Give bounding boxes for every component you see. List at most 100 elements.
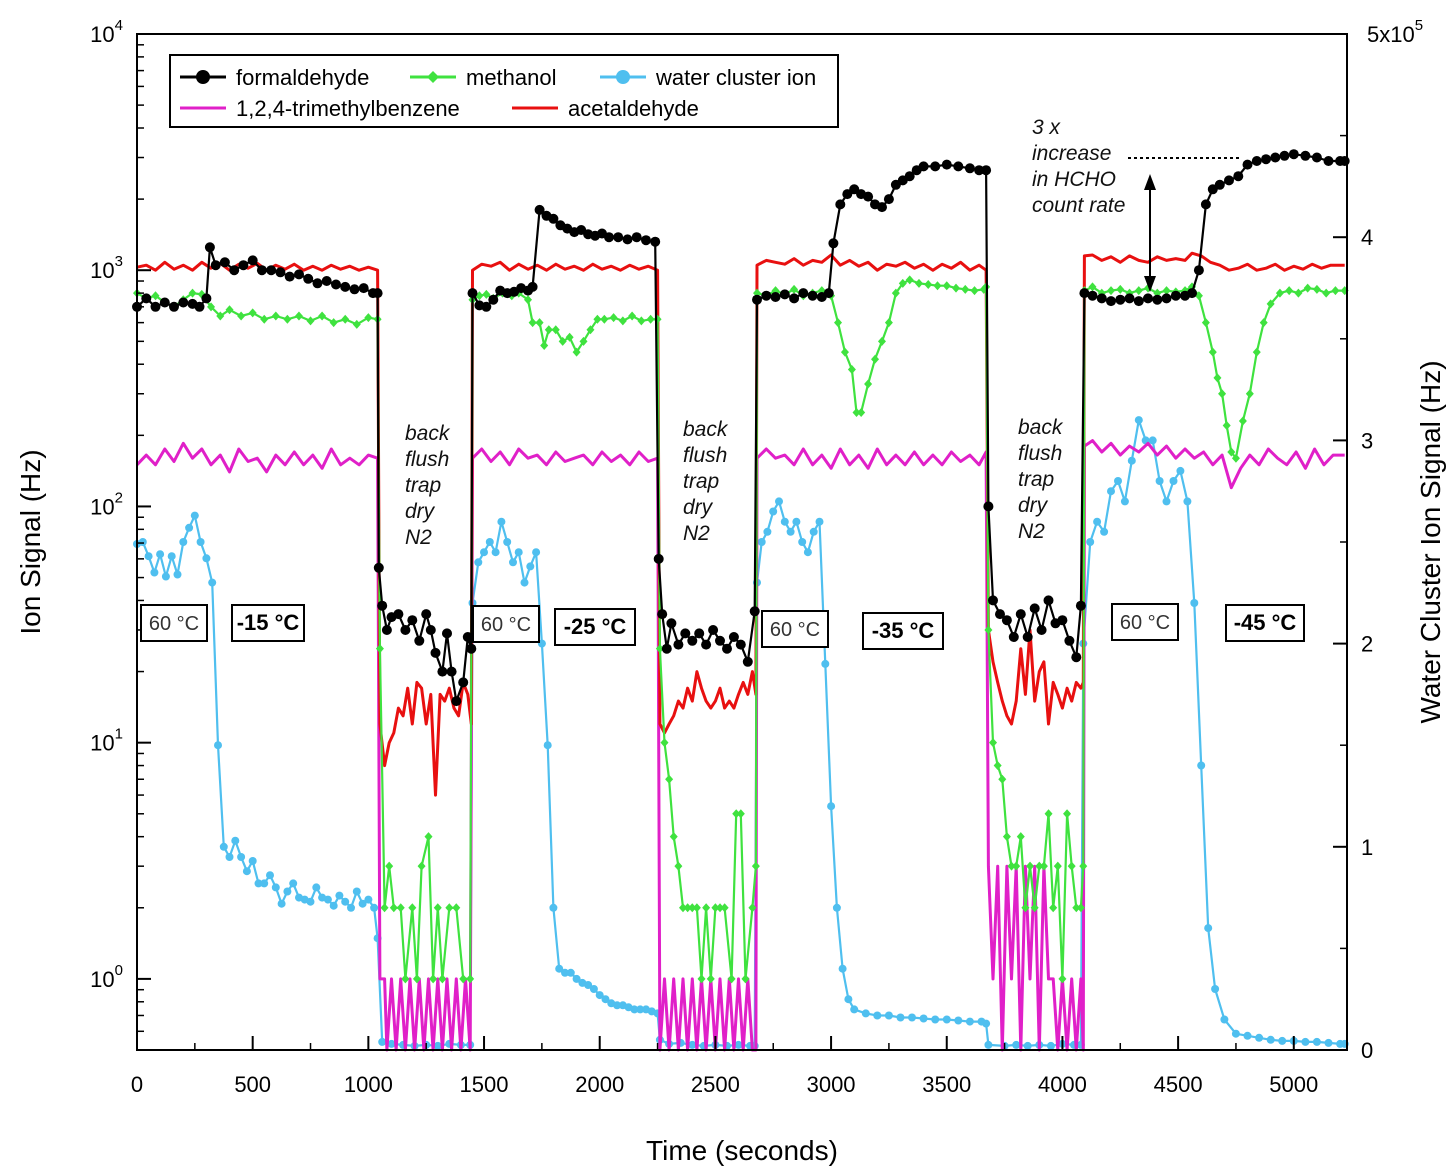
temperature-box: -25 °C (554, 608, 636, 646)
data-point (237, 311, 246, 321)
data-point (161, 572, 170, 581)
data-point (1208, 347, 1217, 357)
data-point (358, 283, 369, 294)
data-point (254, 879, 263, 888)
data-point (1201, 318, 1210, 328)
data-point (312, 278, 323, 289)
data-point (674, 861, 683, 871)
data-point (277, 899, 286, 908)
data-point (1190, 599, 1199, 607)
annotation-line: dry (683, 496, 714, 519)
data-point (741, 974, 750, 984)
legend-box (169, 54, 839, 128)
data-point (572, 347, 581, 357)
data-point (924, 280, 933, 290)
data-point (1152, 294, 1163, 305)
data-point (1022, 632, 1033, 642)
data-point (1133, 296, 1144, 307)
data-point (271, 883, 280, 892)
data-point (687, 635, 698, 646)
data-point (1243, 1031, 1252, 1040)
data-point (491, 548, 500, 557)
data-point (1214, 179, 1225, 190)
temperature-label: -25 °C (564, 614, 627, 639)
x-tick-label: 1500 (460, 1072, 509, 1097)
data-point (303, 273, 314, 284)
data-point (838, 964, 847, 973)
data-point (857, 407, 866, 417)
data-point (1008, 632, 1019, 642)
data-point (1242, 159, 1253, 170)
data-point (329, 318, 338, 328)
data-point (433, 903, 442, 913)
data-point (1300, 150, 1311, 161)
data-point (1211, 985, 1220, 993)
data-point (341, 897, 350, 906)
data-point (1301, 1037, 1310, 1046)
series-acetaldehyde (136, 251, 1345, 797)
annotation-line: dry (1018, 494, 1049, 517)
data-point (1134, 416, 1143, 425)
data-point (613, 1001, 622, 1010)
data-point (210, 260, 221, 271)
data-point (637, 316, 646, 326)
data-point (584, 981, 593, 989)
data-point (260, 314, 269, 324)
data-point (380, 903, 389, 913)
data-point (1322, 288, 1331, 298)
x-tick-label: 1000 (344, 1072, 393, 1097)
data-point (742, 656, 753, 667)
data-point (834, 318, 843, 328)
data-point (424, 832, 433, 842)
data-point (821, 659, 830, 668)
data-point (815, 517, 824, 526)
data-point (1035, 861, 1044, 871)
data-point (335, 891, 344, 900)
x-tick-label: 4000 (1038, 1072, 1087, 1097)
data-point (679, 903, 688, 913)
data-point (757, 538, 766, 546)
data-point (748, 903, 757, 913)
data-point (1053, 861, 1062, 871)
data-point (666, 618, 677, 629)
data-point (877, 202, 887, 213)
data-point (770, 292, 781, 302)
data-point (389, 903, 398, 913)
data-point (807, 290, 818, 301)
legend-item-formaldehyde: formaldehyde (180, 65, 369, 90)
data-point (1114, 477, 1122, 485)
data-point (488, 294, 499, 305)
data-point (219, 257, 230, 268)
legend-label: methanol (466, 65, 557, 90)
data-point (840, 347, 849, 357)
data-point (1049, 903, 1058, 913)
legend-label: 1,2,4-trimethylbenzene (236, 96, 460, 121)
data-point (551, 325, 560, 335)
data-point (284, 271, 295, 282)
data-point (459, 974, 468, 984)
data-point (873, 1011, 882, 1020)
data-point (898, 278, 907, 288)
data-point (1043, 595, 1054, 606)
annotation-line: trap (405, 474, 441, 497)
data-point (877, 336, 886, 346)
data-point (1124, 293, 1135, 304)
data-point (544, 325, 553, 335)
data-point (1107, 286, 1116, 296)
data-point (364, 895, 373, 904)
legend-marker (616, 70, 630, 84)
data-point (732, 809, 741, 819)
data-point (942, 281, 951, 291)
data-point (1015, 609, 1026, 620)
data-point (852, 407, 861, 417)
data-point (883, 194, 894, 205)
data-point (266, 265, 277, 276)
data-point (751, 861, 760, 871)
axes-layer: 0 500 1000 1500 2000 2500 3000 3500 4000 4500 5000… (15, 17, 1446, 1166)
data-point (323, 895, 332, 904)
y2-tick-label: 4 (1361, 225, 1373, 250)
data-point (523, 295, 532, 305)
data-point (1012, 861, 1021, 871)
data-point (983, 501, 994, 512)
